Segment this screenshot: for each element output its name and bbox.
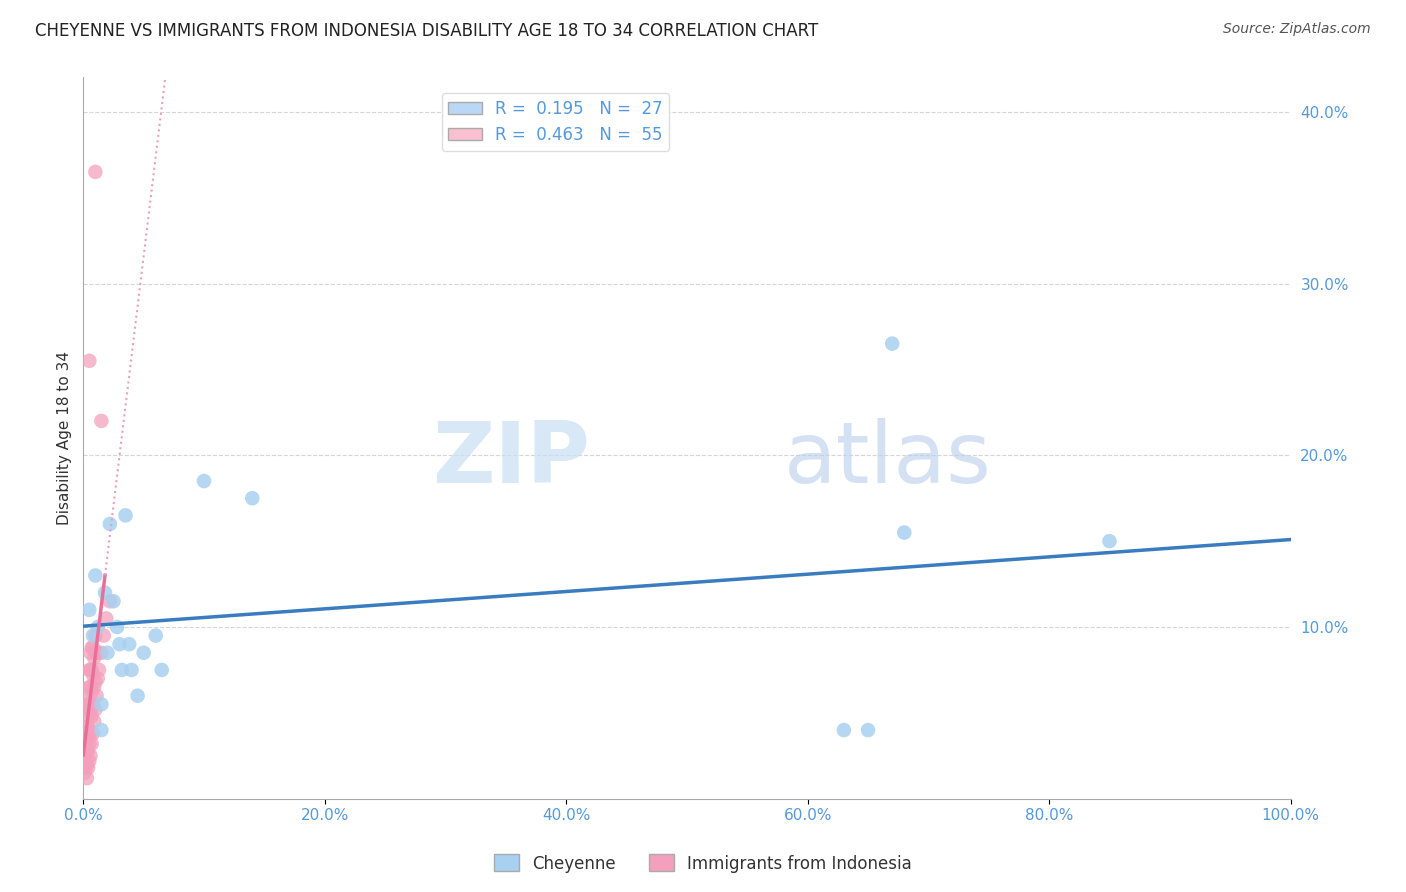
Legend: Cheyenne, Immigrants from Indonesia: Cheyenne, Immigrants from Indonesia xyxy=(486,847,920,880)
Point xyxy=(84,629,107,643)
Point xyxy=(79,698,101,712)
Point xyxy=(90,414,112,428)
Point xyxy=(73,754,96,768)
Point xyxy=(76,731,98,746)
Point xyxy=(84,702,107,716)
Point xyxy=(80,663,103,677)
Point xyxy=(79,748,101,763)
Point xyxy=(96,611,118,625)
Point xyxy=(1098,534,1121,549)
Point xyxy=(111,663,134,677)
Point xyxy=(79,663,101,677)
Point xyxy=(893,525,915,540)
Point xyxy=(80,640,103,655)
Point xyxy=(127,689,149,703)
Point xyxy=(76,744,98,758)
Point xyxy=(79,646,101,660)
Point xyxy=(90,723,112,737)
Point xyxy=(87,663,110,677)
Point xyxy=(103,594,125,608)
Point xyxy=(86,689,108,703)
Point xyxy=(84,646,107,660)
Point xyxy=(105,620,128,634)
Text: CHEYENNE VS IMMIGRANTS FROM INDONESIA DISABILITY AGE 18 TO 34 CORRELATION CHART: CHEYENNE VS IMMIGRANTS FROM INDONESIA DI… xyxy=(35,22,818,40)
Point xyxy=(79,354,101,368)
Point xyxy=(114,508,136,523)
Point xyxy=(76,689,98,703)
Point xyxy=(77,726,100,740)
Point xyxy=(75,761,97,775)
Point xyxy=(75,737,97,751)
Point xyxy=(93,629,115,643)
Point xyxy=(79,680,101,694)
Point xyxy=(90,646,112,660)
Point xyxy=(132,646,155,660)
Point xyxy=(77,744,100,758)
Point xyxy=(83,714,105,729)
Point xyxy=(87,672,110,686)
Point xyxy=(83,651,105,665)
Point xyxy=(98,594,121,608)
Point xyxy=(79,663,101,677)
Point xyxy=(82,640,104,655)
Point xyxy=(75,748,97,763)
Point xyxy=(79,737,101,751)
Point xyxy=(84,165,107,179)
Point xyxy=(80,709,103,723)
Point xyxy=(108,637,131,651)
Point xyxy=(856,723,879,737)
Legend: R =  0.195   N =  27, R =  0.463   N =  55: R = 0.195 N = 27, R = 0.463 N = 55 xyxy=(441,93,669,151)
Point xyxy=(73,766,96,780)
Point xyxy=(79,754,101,768)
Point xyxy=(75,726,97,740)
Text: atlas: atlas xyxy=(783,418,991,501)
Point xyxy=(76,702,98,716)
Point xyxy=(98,516,121,531)
Point xyxy=(121,663,143,677)
Point xyxy=(76,771,98,785)
Point xyxy=(79,680,101,694)
Point xyxy=(832,723,855,737)
Point xyxy=(83,680,105,694)
Point xyxy=(76,757,98,772)
Point xyxy=(87,646,110,660)
Point xyxy=(77,698,100,712)
Point xyxy=(82,698,104,712)
Point xyxy=(80,685,103,699)
Point xyxy=(882,336,904,351)
Point xyxy=(240,491,263,506)
Point xyxy=(145,629,167,643)
Point xyxy=(118,637,141,651)
Point xyxy=(79,723,101,737)
Point xyxy=(84,568,107,582)
Point xyxy=(82,629,104,643)
Point xyxy=(87,620,110,634)
Point xyxy=(84,675,107,690)
Point xyxy=(79,603,101,617)
Point xyxy=(193,474,215,488)
Text: Source: ZipAtlas.com: Source: ZipAtlas.com xyxy=(1223,22,1371,37)
Point xyxy=(82,726,104,740)
Point xyxy=(96,646,118,660)
Point xyxy=(80,737,103,751)
Point xyxy=(82,668,104,682)
Point xyxy=(77,709,100,723)
Point xyxy=(76,720,98,734)
Point xyxy=(90,698,112,712)
Point xyxy=(73,744,96,758)
Text: ZIP: ZIP xyxy=(433,418,591,501)
Point xyxy=(150,663,173,677)
Point xyxy=(77,761,100,775)
Point xyxy=(94,585,117,599)
Point xyxy=(79,702,101,716)
Y-axis label: Disability Age 18 to 34: Disability Age 18 to 34 xyxy=(58,351,72,525)
Point xyxy=(79,726,101,740)
